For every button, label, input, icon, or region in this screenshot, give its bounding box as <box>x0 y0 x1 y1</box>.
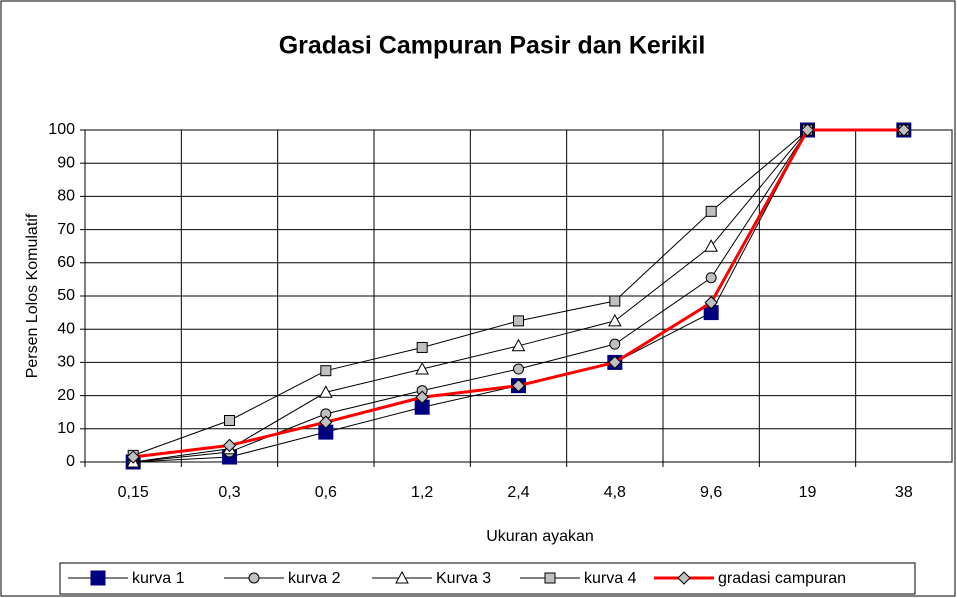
marker <box>607 313 622 327</box>
marker <box>705 272 717 284</box>
marker <box>897 123 911 137</box>
marker <box>511 378 526 393</box>
x-tick-label: 0,3 <box>218 484 240 501</box>
marker <box>513 315 524 327</box>
marker <box>395 570 409 584</box>
marker <box>677 571 691 585</box>
marker <box>544 572 556 584</box>
marker <box>513 363 524 375</box>
legend-label: Kurva 3 <box>436 570 491 587</box>
y-tick-label: 30 <box>57 354 75 371</box>
marker <box>704 239 719 252</box>
y-tick-label: 60 <box>57 254 75 271</box>
legend-label: kurva 2 <box>288 570 341 587</box>
chart-title: Gradasi Campuran Pasir dan Kerikil <box>279 32 706 60</box>
legend-label: gradasi campuran <box>718 570 846 587</box>
x-tick-label: 19 <box>799 484 817 501</box>
x-axis-label: Ukuran ayakan <box>486 528 594 545</box>
marker <box>318 385 333 398</box>
marker <box>320 365 332 377</box>
marker <box>224 415 235 426</box>
marker <box>608 355 622 370</box>
marker <box>609 338 621 350</box>
x-tick-label: 2,4 <box>507 484 529 501</box>
marker <box>415 390 429 404</box>
y-tick-label: 10 <box>57 420 75 437</box>
x-tick-label: 0,6 <box>315 484 337 501</box>
marker <box>90 570 106 586</box>
y-axis-label: Persen Lolos Komulatif <box>24 213 41 378</box>
marker <box>704 295 718 310</box>
marker <box>511 338 526 352</box>
marker <box>609 295 621 307</box>
y-tick-label: 100 <box>48 121 75 138</box>
x-tick-label: 0,15 <box>118 484 149 501</box>
y-tick-label: 40 <box>57 320 75 337</box>
marker <box>800 123 815 137</box>
legend-box <box>59 562 916 595</box>
y-tick-label: 20 <box>57 387 75 404</box>
x-tick-label: 1,2 <box>411 484 433 501</box>
y-tick-label: 80 <box>57 188 75 205</box>
x-tick-label: 38 <box>895 484 913 501</box>
x-tick-label: 9,6 <box>700 484 722 501</box>
legend-label: kurva 4 <box>584 570 637 587</box>
legend-label: kurva 1 <box>132 570 185 587</box>
y-tick-label: 50 <box>57 287 75 304</box>
marker <box>705 205 717 217</box>
x-tick-label: 4,8 <box>604 484 626 501</box>
marker <box>415 361 430 375</box>
y-tick-label: 0 <box>66 453 75 470</box>
marker <box>248 572 260 584</box>
y-tick-label: 70 <box>57 221 75 238</box>
y-tick-label: 90 <box>57 154 75 171</box>
marker <box>222 438 237 453</box>
marker <box>319 415 333 429</box>
marker <box>126 450 140 464</box>
marker <box>416 341 428 353</box>
